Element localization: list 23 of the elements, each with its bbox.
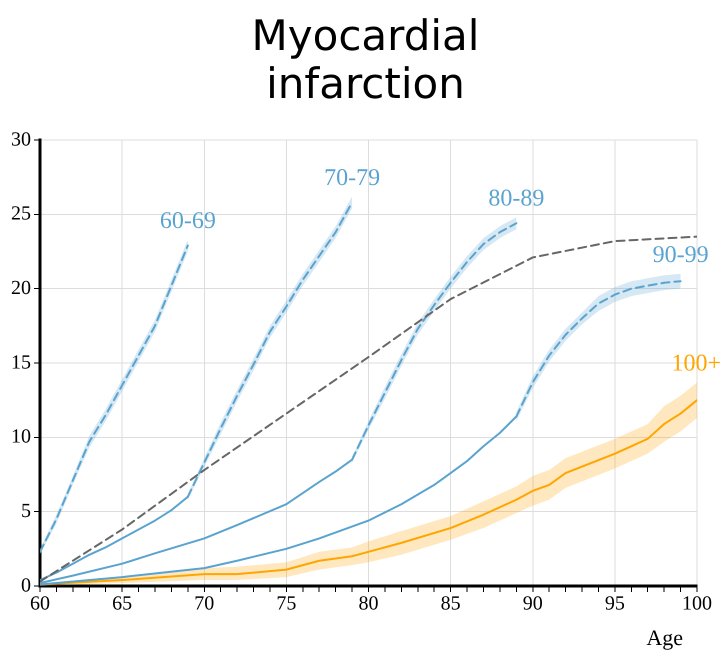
series-label: 100+ xyxy=(671,350,722,377)
y-tick-label: 30 xyxy=(11,128,31,150)
x-tick-label: 95 xyxy=(604,592,625,614)
series-label: 70-79 xyxy=(324,164,380,191)
x-tick-label: 90 xyxy=(522,592,543,614)
x-tick-label: 80 xyxy=(358,592,378,614)
y-tick-label: 25 xyxy=(11,202,31,225)
x-axis-title: Age xyxy=(646,624,683,650)
x-tick-label: 75 xyxy=(276,592,296,614)
y-tick-label: 0 xyxy=(21,574,31,596)
series-label: 80-89 xyxy=(488,186,544,212)
x-tick-label: 70 xyxy=(194,592,214,614)
y-tick-label: 20 xyxy=(11,276,31,299)
x-tick-label: 100 xyxy=(682,592,712,614)
series-label: 60-69 xyxy=(160,208,216,234)
series-label: 90-99 xyxy=(652,242,709,268)
chart-title: Myocardial infarction xyxy=(250,10,480,110)
x-tick-label: 65 xyxy=(112,592,132,614)
y-tick-label: 10 xyxy=(11,426,31,448)
x-tick-label: 60 xyxy=(30,592,50,614)
y-tick-label: 5 xyxy=(21,500,31,522)
x-tick-label: 85 xyxy=(440,592,461,614)
y-tick-label: 15 xyxy=(11,351,31,374)
